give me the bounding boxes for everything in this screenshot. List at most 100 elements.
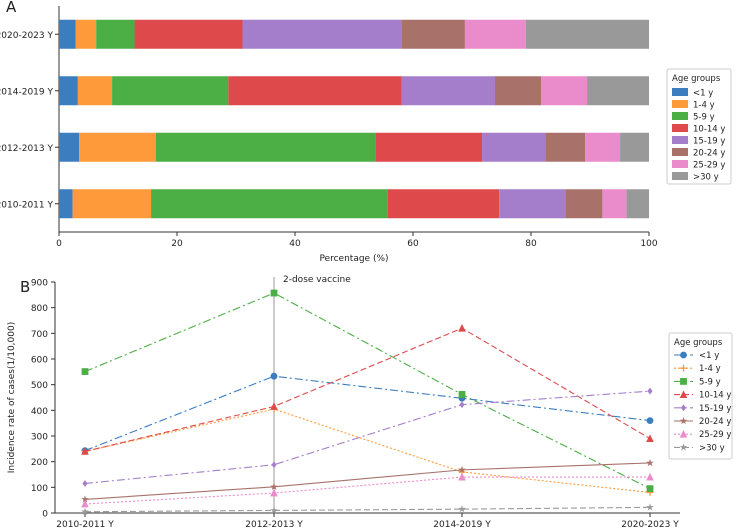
- panel-b-x-tick-label: 2014-2019 Y: [433, 520, 491, 528]
- legend-label-20-24-y: 20-24 y: [693, 149, 725, 159]
- panel-b-x-tick-label: 2020-2023 Y: [621, 520, 679, 528]
- panel-a-x-tick-label: 100: [640, 239, 657, 249]
- panel-a-x-tick-label: 80: [525, 239, 537, 249]
- point-5-9-y-2010-2011-y: [81, 368, 89, 375]
- line-25-29-y: [84, 476, 650, 505]
- point-30-y-2010-2011-y: [81, 507, 89, 515]
- panel-b-y-tick-label: 500: [31, 381, 48, 391]
- legend-marker-20-24-y: [679, 417, 688, 425]
- legend-label-30-y: >30 y: [693, 173, 719, 183]
- legend-label-15-19-y: 15-19 y: [693, 137, 725, 147]
- point-20-24-y-2014-2019-y: [458, 465, 466, 474]
- bar-2012-2013-y-25-29-y: [585, 132, 621, 162]
- vaccine-annotation: 2-dose vaccine: [283, 275, 351, 285]
- point-5-9-y-2014-2019-y: [458, 391, 466, 398]
- bar-2020-2023-y-1-4-y: [75, 19, 97, 49]
- point-5-9-y-2012-2013-y: [270, 289, 278, 297]
- point-1-y-2020-2023-y: [646, 417, 654, 424]
- line-5-9-y: [84, 292, 651, 490]
- point-20-24-y-2010-2011-y: [81, 495, 89, 503]
- panel-b-y-tick-label: 700: [31, 330, 48, 340]
- legend-marker-25-29-y: [679, 430, 688, 438]
- panel-b-legend: Age groups <1 y 1-4 y 5-9 y 10-14 y 15-19 y 20…: [668, 332, 733, 460]
- panel-b-y-axis-label: Incidence rate of cases(1/10,000): [7, 322, 17, 473]
- panel-a-y-tick-label: 2012-2013 Y: [0, 144, 53, 154]
- point-10-14-y-2010-2011-y: [81, 447, 89, 455]
- panel-b-label: B: [20, 278, 30, 296]
- bar-2020-2023-y-10-14-y: [134, 19, 243, 49]
- panel-b-y-tick-label: 100: [31, 484, 48, 494]
- bar-2014-2019-y-15-19-y: [401, 76, 496, 106]
- panel-a-y-tick-label: 2010-2011 Y: [0, 200, 53, 210]
- legend-label-25-29-y: 25-29 y: [699, 430, 731, 440]
- bar-2014-2019-y-5-9-y: [112, 76, 229, 106]
- point-15-19-y-2020-2023-y: [647, 387, 653, 395]
- legend-label-5-9-y: 5-9 y: [693, 113, 715, 123]
- point-10-14-y-2012-2013-y: [270, 402, 278, 410]
- point-25-29-y-2012-2013-y: [270, 488, 278, 497]
- panel-b-y-tick-label: 400: [31, 407, 48, 417]
- panel-b-y-tick-label: 300: [31, 433, 48, 443]
- point-30-y-2020-2023-y: [646, 503, 654, 511]
- panel-b-chart: 0 100 200 300 400 500 600 700 800 900 Incidence ra…: [7, 275, 680, 528]
- bar-2010-2011-y-30-y: [626, 189, 649, 219]
- legend-label-15-19-y: 15-19 y: [699, 404, 731, 414]
- bar-2010-2011-y-25-29-y: [602, 189, 627, 219]
- panel-b-y-tick-label: 900: [31, 279, 48, 289]
- legend-marker-5-9-y: [680, 378, 687, 385]
- legend-swatch-10-14-y: [672, 124, 688, 132]
- panel-b-legend-title: Age groups: [674, 338, 723, 348]
- point-1-y-2012-2013-y: [270, 372, 278, 380]
- bar-2014-2019-y-10-14-y: [228, 76, 402, 106]
- panel-a-legend: Age groups <1 y 1-4 y 5-9 y 10-14 y 15-19 y 20…: [666, 68, 732, 185]
- line-1-y: [84, 375, 651, 452]
- panel-a-x-tick-label: 20: [171, 239, 183, 249]
- panel-a-x-axis-label: Percentage (%): [319, 254, 388, 264]
- legend-label-1-y: <1 y: [699, 351, 719, 361]
- point-30-y-2012-2013-y: [270, 506, 278, 514]
- legend-label-1-y: <1 y: [693, 89, 713, 99]
- panel-b-x-tick-label: 2010-2011 Y: [56, 520, 114, 528]
- panel-b-legend-frame: [668, 332, 733, 460]
- point-20-24-y-2012-2013-y: [270, 482, 278, 491]
- point-25-29-y-2010-2011-y: [81, 499, 89, 508]
- bar-2012-2013-y-1-4-y: [79, 132, 156, 162]
- legend-label-1-4-y: 1-4 y: [699, 364, 721, 374]
- panel-a-y-tick-label: 2014-2019 Y: [0, 87, 53, 97]
- panel-b-y-tick-label: 200: [31, 458, 48, 468]
- bar-2014-2019-y-25-29-y: [541, 76, 588, 106]
- bar-2012-2013-y-1-y: [59, 132, 80, 162]
- bar-2010-2011-y-1-y: [59, 189, 73, 219]
- bar-2020-2023-y-15-19-y: [242, 19, 402, 49]
- panel-a-y-tick-label: 2020-2023 Y: [0, 31, 53, 41]
- legend-swatch-15-19-y: [672, 136, 688, 144]
- legend-marker-10-14-y: [679, 390, 688, 398]
- legend-swatch-1-4-y: [672, 100, 688, 108]
- bar-2014-2019-y-20-24-y: [495, 76, 542, 106]
- point-15-19-y-2010-2011-y: [82, 480, 88, 487]
- legend-label-1-4-y: 1-4 y: [693, 101, 715, 111]
- panel-a-x-tick-label: 40: [289, 239, 301, 249]
- bar-2020-2023-y-30-y: [525, 19, 649, 49]
- legend-label-30-y: >30 y: [699, 443, 725, 453]
- panel-a-x-tick-label: 60: [407, 239, 419, 249]
- line-10-14-y: [84, 327, 651, 452]
- bar-2020-2023-y-1-y: [59, 19, 76, 49]
- bar-2012-2013-y-10-14-y: [375, 132, 483, 162]
- point-25-29-y-2014-2019-y: [458, 472, 466, 481]
- bar-2010-2011-y-20-24-y: [565, 189, 603, 219]
- line-15-19-y: [84, 390, 651, 485]
- point-10-14-y-2020-2023-y: [646, 434, 654, 442]
- panel-a-label: A: [6, 0, 17, 16]
- line-30-y: [84, 506, 651, 513]
- bar-2010-2011-y-15-19-y: [499, 189, 566, 219]
- point-15-19-y-2012-2013-y: [271, 461, 277, 469]
- legend-marker-1-4-y: [680, 364, 687, 372]
- legend-label-25-29-y: 25-29 y: [693, 161, 725, 171]
- point-25-29-y-2020-2023-y: [646, 472, 654, 481]
- bar-2020-2023-y-25-29-y: [464, 19, 526, 49]
- line-1-4-y: [84, 408, 651, 494]
- bar-2010-2011-y-1-4-y: [72, 189, 152, 219]
- point-15-19-y-2014-2019-y: [459, 401, 465, 409]
- bar-2010-2011-y-10-14-y: [387, 189, 500, 219]
